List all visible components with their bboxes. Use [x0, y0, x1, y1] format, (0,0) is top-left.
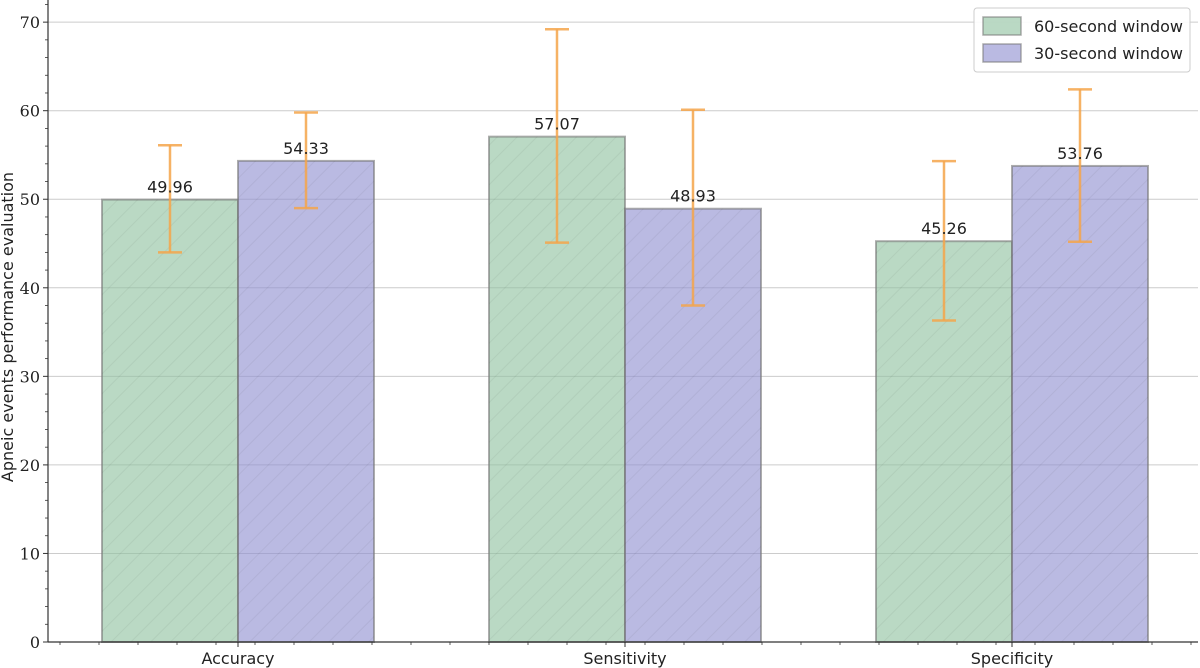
- error-bars: [158, 27, 1092, 322]
- x-tick-label: Sensitivity: [583, 649, 666, 668]
- x-tick-label: Accuracy: [201, 649, 274, 668]
- value-label: 48.93: [670, 187, 716, 206]
- y-tick-label: 20: [20, 456, 40, 475]
- y-tick-label: 40: [20, 279, 40, 298]
- legend-box: [973, 7, 1191, 73]
- y-tick-label: 70: [20, 13, 40, 32]
- axes: 0 10 20 30 40 50 60 70 Accuracy Sensitivity Specif…: [20, 0, 1198, 668]
- y-axis-title: Apneic events performance evaluation: [0, 172, 17, 482]
- y-tick-label: 60: [20, 102, 40, 121]
- value-label: 54.33: [283, 139, 329, 158]
- legend-swatch: [982, 16, 1022, 36]
- value-label: 49.96: [147, 178, 193, 197]
- bar-hatch: [1012, 165, 1148, 643]
- value-labels: 49.96 54.33 57.07 48.93 45.26 53.76: [147, 115, 1103, 239]
- legend: 60-second window 30-second window: [973, 7, 1191, 73]
- y-tick-label: 10: [20, 544, 40, 563]
- value-label: 57.07: [534, 115, 580, 134]
- value-label: 45.26: [921, 219, 967, 238]
- value-label: 53.76: [1057, 144, 1103, 163]
- legend-label: 60-second window: [1034, 17, 1183, 36]
- y-tick-label: 30: [20, 367, 40, 386]
- bars: [101, 135, 1149, 644]
- y-tick-label: 50: [20, 190, 40, 209]
- bar-hatch: [102, 199, 238, 642]
- bar-hatch: [238, 160, 374, 642]
- legend-swatch: [982, 43, 1022, 63]
- legend-label: 30-second window: [1034, 44, 1183, 63]
- x-tick-label: Specificity: [971, 649, 1053, 668]
- y-tick-label: 0: [30, 633, 40, 652]
